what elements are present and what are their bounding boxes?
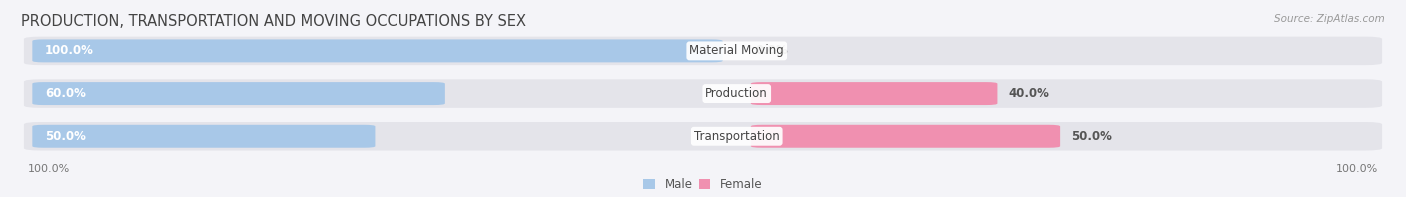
- FancyBboxPatch shape: [751, 82, 997, 105]
- FancyBboxPatch shape: [32, 39, 723, 62]
- Text: 100.0%: 100.0%: [28, 164, 70, 175]
- Text: 50.0%: 50.0%: [45, 130, 86, 143]
- Text: Source: ZipAtlas.com: Source: ZipAtlas.com: [1274, 14, 1385, 24]
- FancyBboxPatch shape: [32, 125, 375, 148]
- Text: 0.0%: 0.0%: [755, 44, 787, 57]
- Text: 60.0%: 60.0%: [45, 87, 86, 100]
- FancyBboxPatch shape: [24, 37, 1382, 65]
- Legend: Male, Female: Male, Female: [644, 178, 762, 191]
- Text: Production: Production: [706, 87, 768, 100]
- Text: 100.0%: 100.0%: [45, 44, 94, 57]
- FancyBboxPatch shape: [24, 122, 1382, 151]
- Text: PRODUCTION, TRANSPORTATION AND MOVING OCCUPATIONS BY SEX: PRODUCTION, TRANSPORTATION AND MOVING OC…: [21, 14, 526, 29]
- Text: Transportation: Transportation: [695, 130, 779, 143]
- Text: Material Moving: Material Moving: [689, 44, 785, 57]
- FancyBboxPatch shape: [32, 82, 444, 105]
- Text: 50.0%: 50.0%: [1071, 130, 1112, 143]
- Text: 100.0%: 100.0%: [1336, 164, 1378, 175]
- FancyBboxPatch shape: [751, 125, 1060, 148]
- FancyBboxPatch shape: [24, 79, 1382, 108]
- Text: 40.0%: 40.0%: [1008, 87, 1049, 100]
